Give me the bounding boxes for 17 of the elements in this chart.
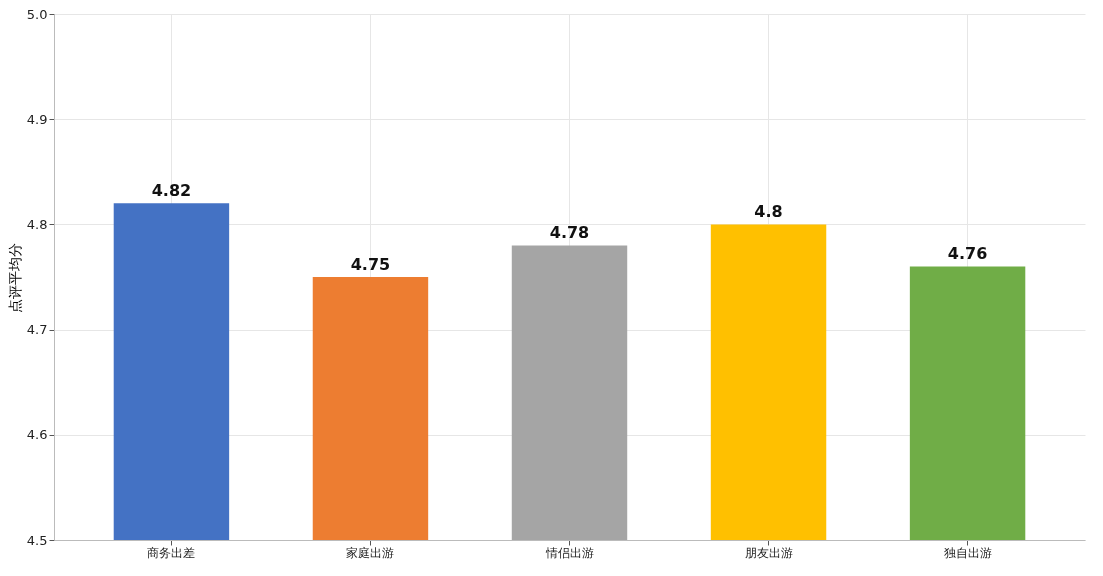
x-tick-label: 商务出差 (147, 545, 196, 560)
y-tick-label: 4.7 (26, 322, 48, 338)
data-label: 4.78 (549, 223, 590, 243)
y-tick-label: 4.6 (26, 427, 48, 443)
data-label: 4.75 (350, 255, 391, 274)
y-tick-label: 4.9 (26, 111, 48, 127)
data-label: 4.8 (754, 202, 783, 222)
y-axis-title: 点评平均分 (6, 242, 23, 313)
x-tick-label: 独自出游 (943, 545, 992, 560)
y-tick-label: 5.0 (26, 6, 48, 22)
x-tick-label: 朋友出游 (744, 545, 793, 560)
x-tick-label: 情侣出游 (544, 545, 594, 560)
data-label: 4.82 (151, 181, 192, 201)
x-tick-label: 家庭出游 (346, 545, 395, 560)
data-label: 4.76 (947, 244, 988, 264)
y-tick-label: 4.5 (26, 532, 48, 548)
y-tick-label: 4.8 (26, 216, 48, 232)
